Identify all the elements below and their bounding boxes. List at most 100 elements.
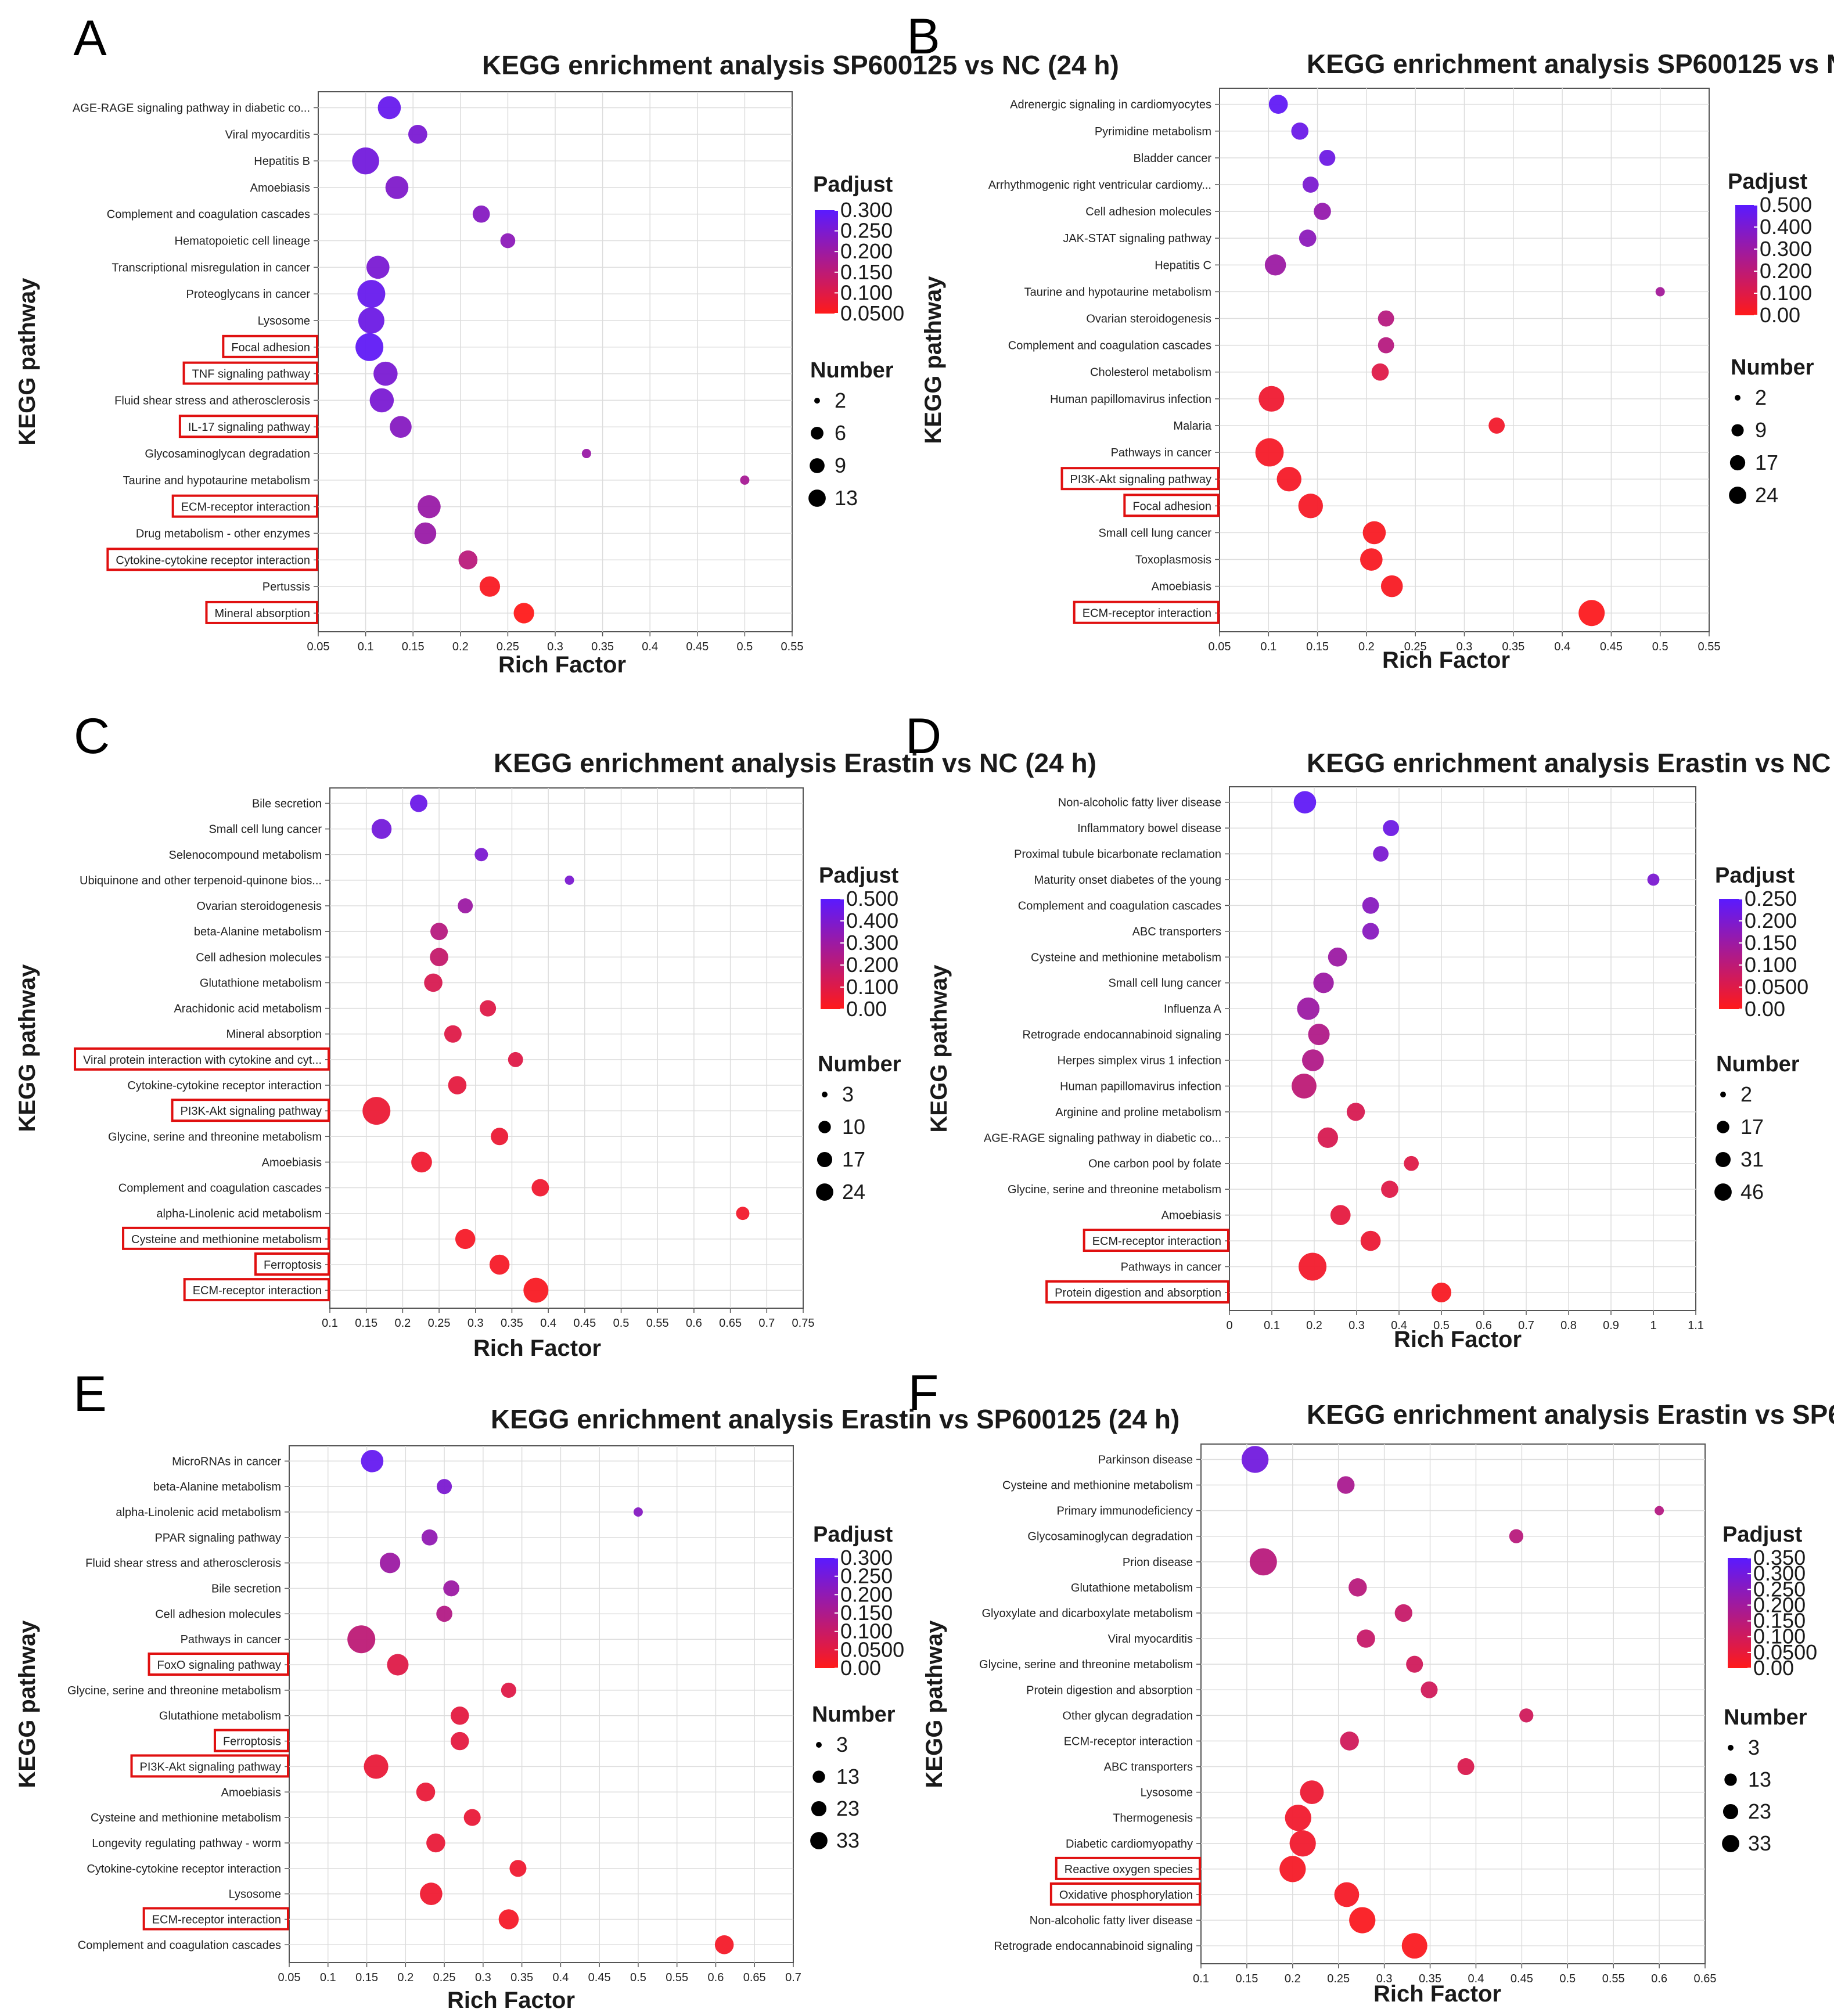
highlight-box-reactive-oxygen-species bbox=[1055, 1856, 1201, 1880]
x-tick-label: 0.5 bbox=[613, 1317, 630, 1330]
y-tick-label-abc-transporters: ABC transporters bbox=[1104, 1761, 1193, 1774]
y-tick-label-complement-and-coagulation-cascades: Complement and coagulation cascades bbox=[118, 1182, 322, 1195]
padjust-legend-title-e: Padjust bbox=[813, 1522, 893, 1547]
data-point-human-papillomavirus-infection bbox=[1258, 386, 1285, 412]
x-axis-title-c: Rich Factor bbox=[473, 1335, 601, 1361]
data-point-retrograde-endocannabinoid-signaling bbox=[1401, 1933, 1427, 1959]
y-axis-title-e: KEGG pathway bbox=[15, 1620, 40, 1788]
data-point-small-cell-lung-cancer bbox=[371, 819, 392, 839]
data-point-focal-adhesion bbox=[355, 333, 384, 361]
data-point-complement-and-coagulation-cascades bbox=[1378, 337, 1394, 354]
y-tick-label-pathways-in-cancer: Pathways in cancer bbox=[181, 1633, 282, 1646]
data-point-abc-transporters bbox=[1457, 1758, 1475, 1776]
y-axis-title-a: KEGG pathway bbox=[15, 278, 40, 446]
y-tick-label-viral-myocarditis: Viral myocarditis bbox=[225, 128, 310, 141]
size-legend-dot bbox=[1720, 1092, 1726, 1097]
y-tick-label-cysteine-and-methionine-metabolism: Cysteine and methionine metabolism bbox=[131, 1233, 322, 1246]
y-tick-label-cytokine-cytokine-receptor-interaction: Cytokine-cytokine receptor interaction bbox=[87, 1863, 281, 1875]
y-tick-label-viral-myocarditis: Viral myocarditis bbox=[1108, 1633, 1193, 1646]
data-point-cysteine-and-methionine-metabolism bbox=[1328, 947, 1347, 967]
y-tick-label-complement-and-coagulation-cascades: Complement and coagulation cascades bbox=[1018, 899, 1221, 912]
data-point-mineral-absorption bbox=[444, 1025, 462, 1043]
size-legend-label: 13 bbox=[836, 1765, 860, 1788]
data-point-fluid-shear-stress-and-atherosclerosis bbox=[369, 388, 394, 413]
x-tick-label: 0.4 bbox=[1468, 1972, 1484, 1985]
data-point-reactive-oxygen-species bbox=[1279, 1856, 1306, 1882]
y-tick-label-tnf-signaling-pathway: TNF signaling pathway bbox=[192, 368, 310, 381]
y-tick-label-herpes-simplex-virus-1-infection: Herpes simplex virus 1 infection bbox=[1058, 1054, 1221, 1067]
data-point-fluid-shear-stress-and-atherosclerosis bbox=[379, 1552, 401, 1574]
data-point-glutathione-metabolism bbox=[451, 1707, 469, 1725]
padjust-tick-label: 0.00 bbox=[840, 1656, 881, 1680]
padjust-tick-label: 0.150 bbox=[840, 1601, 893, 1625]
data-point-pyrimidine-metabolism bbox=[1291, 122, 1309, 140]
y-tick-label-glycosaminoglycan-degradation: Glycosaminoglycan degradation bbox=[145, 448, 310, 460]
x-tick-label: 0.45 bbox=[573, 1317, 596, 1330]
padjust-tick-label: 0.200 bbox=[840, 239, 893, 263]
data-point-non-alcoholic-fatty-liver-disease bbox=[1293, 791, 1317, 813]
y-tick-label-pertussis: Pertussis bbox=[262, 581, 310, 593]
padjust-tick-label: 0.0500 bbox=[1753, 1640, 1817, 1664]
y-tick-label-cytokine-cytokine-receptor-interaction: Cytokine-cytokine receptor interaction bbox=[116, 554, 310, 567]
data-point-cysteine-and-methionine-metabolism bbox=[463, 1809, 481, 1826]
y-tick-label-small-cell-lung-cancer: Small cell lung cancer bbox=[208, 823, 322, 836]
size-legend-dot bbox=[817, 1151, 833, 1168]
x-tick-label: 0.7 bbox=[785, 1971, 801, 1984]
y-tick-label-small-cell-lung-cancer: Small cell lung cancer bbox=[1098, 527, 1211, 539]
padjust-tick-label: 0.00 bbox=[1745, 997, 1785, 1021]
x-tick-label: 0.55 bbox=[1698, 640, 1721, 653]
data-point-viral-protein-interaction-with-cytokine-and-cyt bbox=[508, 1052, 523, 1067]
data-point-oxidative-phosphorylation bbox=[1334, 1882, 1360, 1907]
size-legend-label: 9 bbox=[835, 453, 846, 477]
padjust-tick-label: 0.150 bbox=[1753, 1609, 1806, 1633]
x-tick-label: 0.25 bbox=[1327, 1972, 1350, 1985]
data-point-complement-and-coagulation-cascades bbox=[472, 205, 490, 223]
x-tick-label: 0.15 bbox=[355, 1317, 377, 1330]
x-tick-label: 0.5 bbox=[1433, 1319, 1450, 1332]
padjust-color-bar-a bbox=[815, 210, 838, 314]
data-point-mineral-absorption bbox=[513, 603, 534, 624]
size-legend-label: 24 bbox=[1755, 483, 1778, 507]
y-tick-label-proximal-tubule-bicarbonate-reclamation: Proximal tubule bicarbonate reclamation bbox=[1014, 848, 1221, 861]
padjust-tick-label: 0.100 bbox=[840, 280, 893, 304]
highlight-box-focal-adhesion bbox=[222, 334, 318, 358]
data-point-ferroptosis bbox=[451, 1731, 469, 1751]
x-axis-title-a: Rich Factor bbox=[498, 652, 626, 678]
y-tick-label-glyoxylate-and-dicarboxylate-metabolism: Glyoxylate and dicarboxylate metabolism bbox=[981, 1607, 1193, 1620]
size-legend-label: 3 bbox=[1748, 1736, 1760, 1759]
highlight-box-il-17-signaling-pathway bbox=[178, 415, 318, 438]
data-point-diabetic-cardiomyopathy bbox=[1289, 1830, 1316, 1857]
padjust-tick-label: 0.250 bbox=[840, 1564, 893, 1588]
highlight-box-pi3k-akt-signaling-pathway bbox=[1060, 467, 1220, 491]
x-tick-label: 0.25 bbox=[1404, 640, 1427, 653]
y-tick-label-focal-adhesion: Focal adhesion bbox=[1132, 500, 1211, 513]
y-tick-label-glycine-serine-and-threonine-metabolism: Glycine, serine and threonine metabolism bbox=[979, 1658, 1193, 1671]
size-legend-label: 6 bbox=[835, 421, 846, 445]
padjust-tick-label: 0.200 bbox=[840, 1582, 893, 1606]
x-tick-label: 0.55 bbox=[1602, 1972, 1625, 1985]
y-tick-label-glycine-serine-and-threonine-metabolism: Glycine, serine and threonine metabolism bbox=[67, 1684, 281, 1697]
x-tick-label: 0.2 bbox=[1306, 1319, 1322, 1332]
size-legend-dot bbox=[816, 1742, 822, 1748]
data-point-focal-adhesion bbox=[1298, 494, 1324, 519]
panel-letter-d: D bbox=[905, 708, 941, 764]
data-point-lysosome bbox=[420, 1882, 443, 1905]
x-tick-label: 0.55 bbox=[781, 640, 804, 653]
size-legend-label: 31 bbox=[1740, 1147, 1764, 1171]
x-tick-label: 0.3 bbox=[1376, 1972, 1393, 1985]
y-tick-label-cysteine-and-methionine-metabolism: Cysteine and methionine metabolism bbox=[1031, 951, 1221, 964]
size-legend-dot bbox=[1715, 1151, 1731, 1168]
data-point-amoebiasis bbox=[385, 176, 409, 199]
data-point-bladder-cancer bbox=[1319, 149, 1336, 166]
data-point-cell-adhesion-molecules bbox=[430, 948, 448, 967]
data-point-viral-myocarditis bbox=[1357, 1629, 1375, 1648]
x-tick-label: 0.45 bbox=[588, 1971, 611, 1984]
padjust-tick-label: 0.300 bbox=[840, 198, 893, 222]
data-point-micrornas-in-cancer bbox=[361, 1449, 384, 1473]
size-legend-label: 3 bbox=[836, 1733, 848, 1756]
data-point-cholesterol-metabolism bbox=[1371, 363, 1389, 381]
size-legend-dot bbox=[1729, 455, 1746, 471]
y-tick-label-thermogenesis: Thermogenesis bbox=[1113, 1812, 1193, 1825]
data-point-glycine-serine-and-threonine-metabolism bbox=[1381, 1180, 1398, 1198]
